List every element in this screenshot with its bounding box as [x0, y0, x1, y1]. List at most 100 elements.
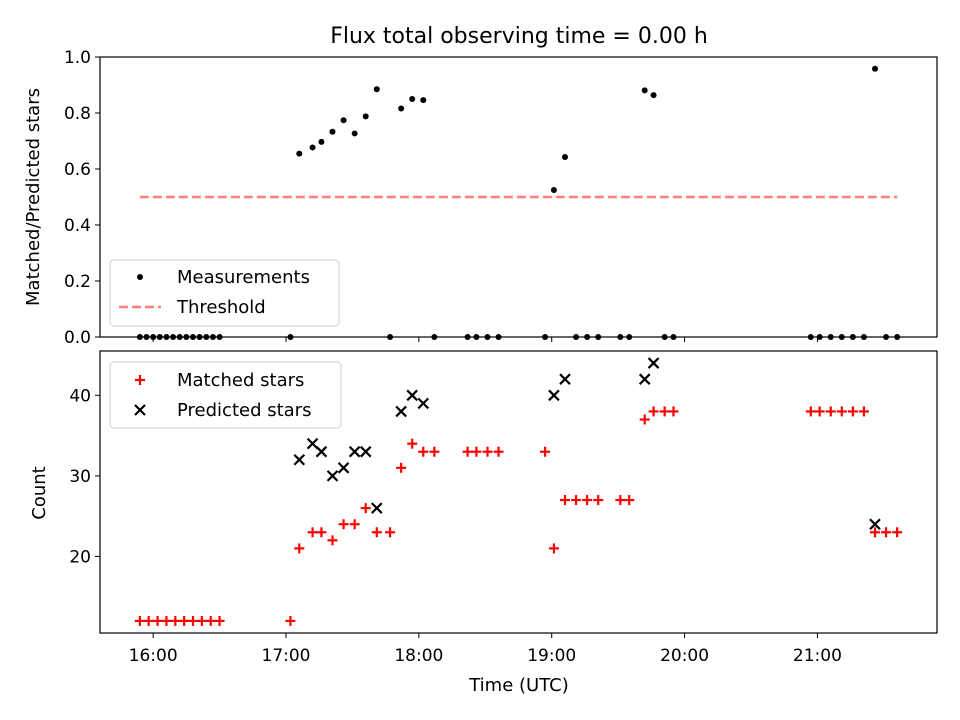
matched-star-point	[615, 495, 626, 506]
predicted-star-point	[348, 445, 361, 458]
matched-star-point	[327, 535, 338, 546]
matched-star-point	[360, 503, 371, 514]
bottom-y-tick-label: 40	[69, 386, 91, 406]
matched-star-point	[418, 446, 429, 457]
bottom-plot-frame	[99, 350, 938, 634]
matched-star-point	[548, 543, 559, 554]
predicted-star-point	[417, 397, 430, 410]
measurement-point	[872, 65, 878, 72]
top-y-tick-label: 1.0	[64, 48, 91, 68]
measurement-point	[373, 86, 380, 93]
top-plot: 0.0 0.2 0.4 0.6 0.8 1.0 Measurements Threshold	[64, 48, 938, 348]
predicted-star-point	[371, 502, 383, 514]
predicted-star-point	[395, 405, 407, 418]
matched-star-point	[648, 406, 659, 417]
top-y-tick-label: 0.0	[64, 328, 91, 348]
matched-star-point	[847, 406, 858, 417]
matched-star-point	[858, 406, 869, 417]
matched-star-point	[396, 462, 407, 473]
matched-star-point	[571, 495, 582, 506]
matched-star-point	[196, 615, 207, 626]
matched-star-point	[179, 615, 190, 626]
bottom-plot: 20 30 40 16:00 17:00 18:00 19:00 20:00 21:00 Matc…	[69, 350, 938, 666]
measurement-point	[409, 96, 416, 102]
matched-star-point	[639, 414, 650, 425]
matched-star-point	[825, 406, 836, 417]
legend-matched-label: Matched stars	[177, 370, 304, 391]
predicted-star-point	[548, 389, 560, 402]
matched-star-point	[560, 495, 570, 506]
bottom-y-axis-label: Count	[29, 466, 50, 519]
top-y-tick-label: 0.2	[64, 272, 91, 292]
measurement-point	[562, 153, 568, 160]
matched-star-point	[170, 615, 181, 626]
matched-star-point	[659, 406, 670, 417]
measurement-point	[641, 87, 648, 94]
predicted-star-point	[306, 437, 319, 450]
legend-matched-marker	[135, 375, 145, 385]
matched-star-point	[188, 615, 198, 626]
measurement-point	[398, 105, 405, 112]
matched-star-point	[582, 495, 593, 506]
predicted-star-point	[647, 357, 660, 369]
x-tick-label: 18:00	[394, 646, 443, 666]
predicted-star-point	[337, 462, 350, 474]
predicted-star-point	[293, 453, 306, 466]
matched-star-point	[668, 406, 679, 417]
predicted-star-point	[315, 445, 328, 458]
x-tick-label: 20:00	[660, 646, 709, 666]
predicted-star-point	[406, 389, 418, 402]
measurement-point	[329, 128, 336, 135]
matched-star-point	[316, 527, 327, 538]
matched-star-point	[294, 543, 305, 554]
predicted-star-point	[559, 373, 571, 385]
matched-star-point	[285, 615, 296, 626]
x-tick-label: 17:00	[262, 646, 311, 666]
legend-threshold-label: Threshold	[176, 297, 266, 318]
matched-star-point	[307, 527, 318, 538]
measurement-point	[309, 144, 316, 151]
legend-measurements-label: Measurements	[177, 267, 310, 288]
legend-predicted-label: Predicted stars	[177, 400, 311, 421]
x-axis-label: Time (UTC)	[468, 675, 569, 696]
bottom-y-tick-label: 20	[69, 547, 91, 567]
matched-star-point	[134, 615, 145, 626]
bottom-y-tick-label: 30	[69, 467, 91, 487]
measurement-point	[340, 117, 347, 124]
matched-star-point	[143, 615, 154, 626]
measurement-point	[362, 113, 369, 120]
matched-star-point	[493, 446, 504, 457]
matched-star-point	[814, 406, 825, 417]
x-tick-label: 19:00	[527, 646, 576, 666]
matched-star-point	[593, 495, 604, 506]
matched-star-point	[429, 446, 440, 457]
matched-star-point	[371, 527, 382, 538]
matched-star-point	[624, 495, 635, 506]
matched-star-point	[349, 519, 360, 530]
matched-star-point	[161, 615, 172, 626]
measurement-point	[420, 97, 427, 104]
matched-star-point	[540, 446, 551, 457]
matched-star-point	[881, 527, 892, 538]
matched-star-point	[462, 446, 473, 457]
bottom-legend: Matched stars Predicted stars	[109, 361, 342, 429]
top-y-tick-label: 0.8	[64, 104, 91, 124]
matched-star-point	[407, 438, 418, 449]
bottom-legend-box	[109, 361, 342, 429]
top-legend: Measurements Threshold	[109, 259, 340, 327]
legend-predicted-marker	[134, 404, 146, 416]
top-plot-frame	[99, 56, 938, 338]
matched-star-point	[152, 615, 163, 626]
matched-star-point	[338, 519, 349, 530]
x-tick-label: 16:00	[129, 646, 178, 666]
measurement-point	[650, 92, 657, 99]
top-legend-box	[109, 259, 340, 327]
measurement-point	[550, 187, 557, 193]
matched-star-point	[836, 406, 847, 417]
legend-measurement-marker	[137, 274, 143, 280]
predicted-star-point	[326, 470, 339, 482]
matched-star-point	[870, 527, 880, 538]
predicted-star-point	[359, 445, 372, 458]
